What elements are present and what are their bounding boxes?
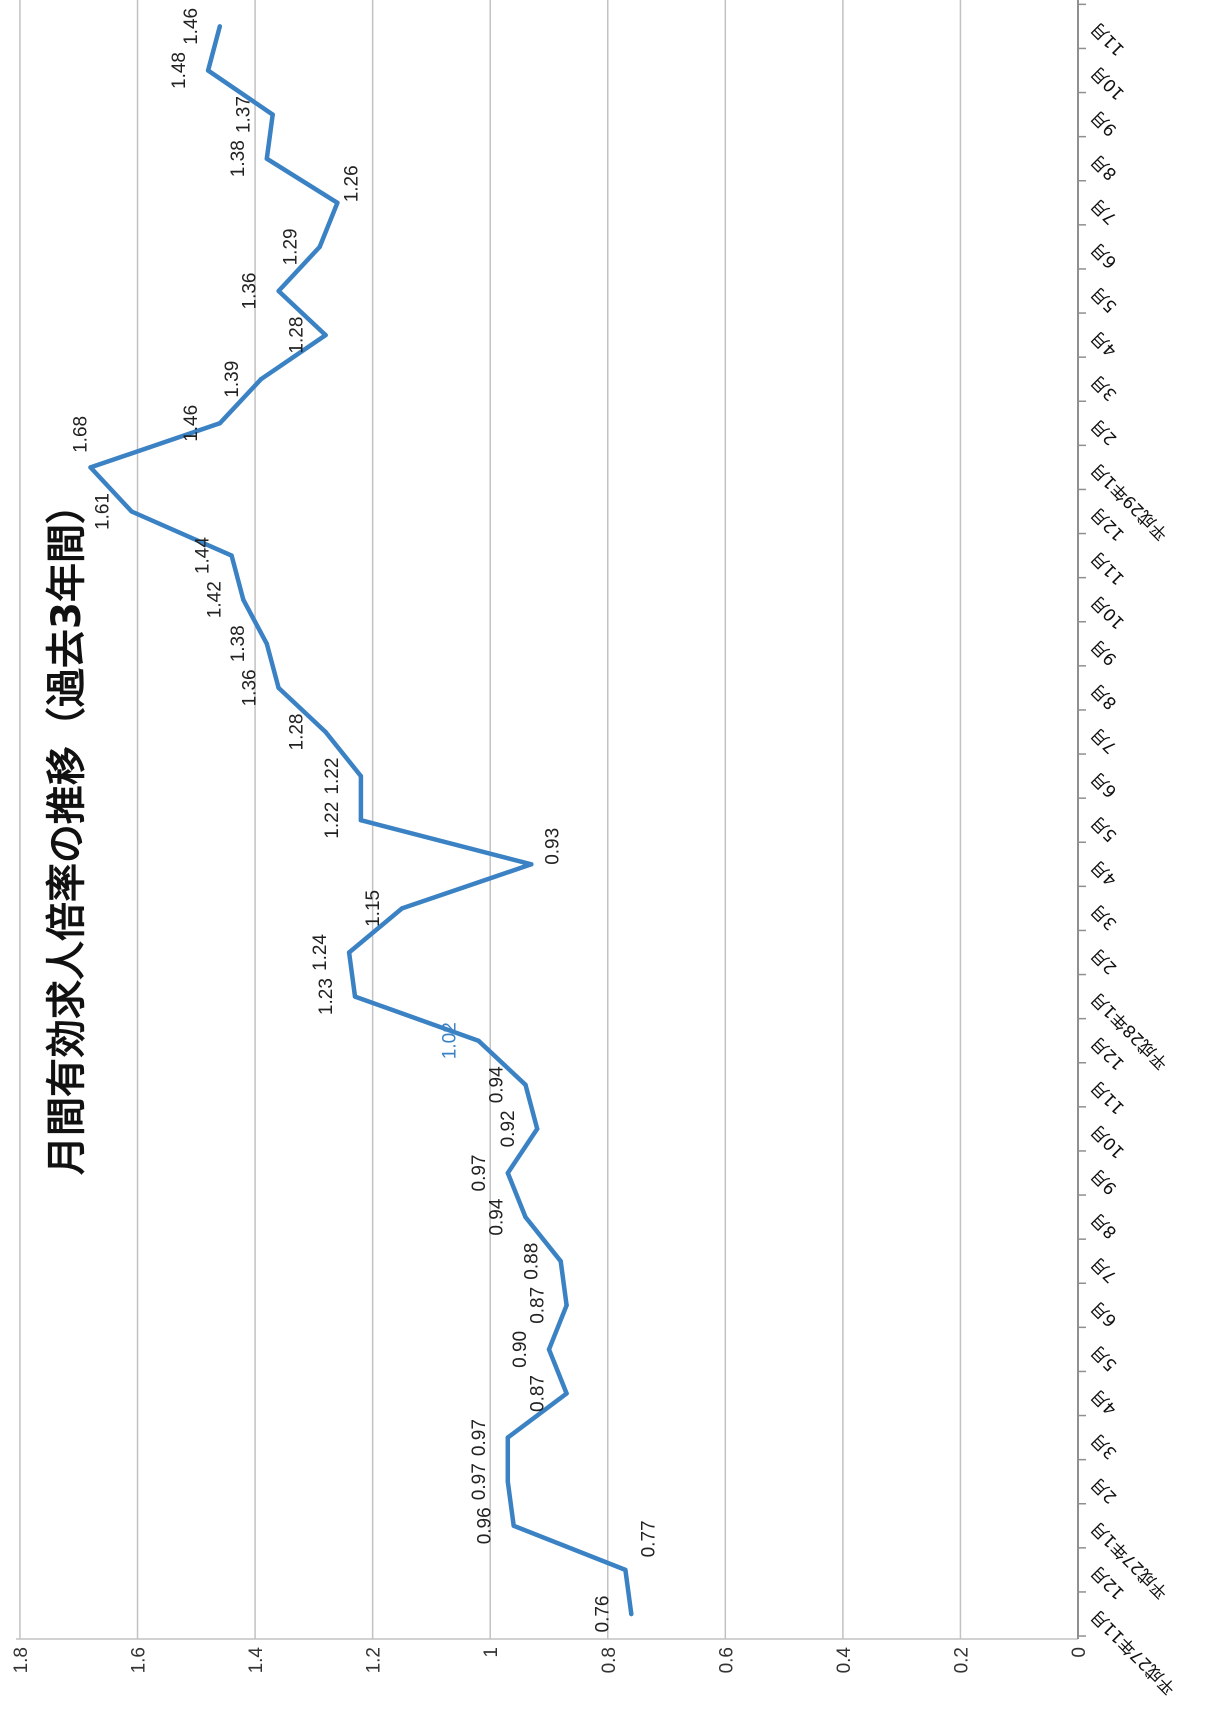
data-point [564,1303,569,1308]
data-label: 1.36 [240,669,261,706]
y-tick-label: 0.6 [716,1647,737,1673]
data-label: 0.97 [469,1419,490,1456]
data-label: 0.92 [498,1110,519,1147]
data-point [535,1126,540,1132]
data-point [476,1038,481,1043]
data-label: 0.96 [475,1507,496,1544]
data-point [241,597,246,602]
data-label: 0.90 [510,1331,531,1368]
data-point [217,24,223,29]
data-point [317,244,322,250]
data-point [558,1259,563,1264]
data-point [505,1170,511,1176]
data-label: 1.42 [204,581,225,618]
data-label: 1.44 [193,537,214,574]
data-point [258,376,264,382]
data-point [358,773,364,779]
data-point [129,509,134,514]
data-label: 0.77 [638,1520,659,1557]
data-label: 0.87 [528,1375,549,1412]
data-point [511,1523,516,1528]
data-label: 1.37 [234,96,255,133]
data-label: 1.46 [181,8,202,45]
data-point [358,818,364,823]
data-label: 1.24 [310,934,331,971]
data-point [88,465,93,470]
data-label: 0.94 [486,1066,507,1103]
data-point [346,950,352,955]
data-label: 1.29 [281,228,302,265]
data-point [505,1435,511,1440]
y-tick-label: 0.4 [834,1647,855,1674]
data-label: 1.61 [93,493,114,530]
series-group [88,24,634,1617]
data-label: 1.23 [316,978,337,1015]
data-label: 0.93 [542,828,563,865]
data-label: 1.46 [181,405,202,442]
data-label: 1.48 [169,52,190,89]
data-point [529,862,534,867]
data-label: 0.97 [469,1463,490,1500]
data-point [564,1391,569,1396]
data-point [229,553,234,558]
data-point [264,156,270,161]
data-labels: 0.76 0.77 0.96 0.97 0.97 0.87 0.90 0.87 0.88 0.94… [70,8,659,1633]
y-tick-label: 0.2 [951,1647,972,1673]
chart-title: 月間有効求人倍率の推移（過去3年間） [44,485,90,1175]
data-label: 1.68 [70,416,91,453]
y-tick-label: 0 [1069,1647,1090,1658]
data-point [205,68,211,73]
data-label: 1.38 [228,625,249,662]
y-tick-label: 1.2 [364,1647,385,1673]
data-label: 1.02 [439,1022,460,1059]
y-tick-label: 1.4 [246,1647,267,1674]
data-label: 1.22 [322,758,343,795]
data-label: 0.97 [469,1155,490,1192]
data-point [399,906,405,911]
data-label: 1.28 [287,317,308,354]
y-tick-label: 1.8 [11,1647,32,1673]
data-label: 1.39 [222,361,243,398]
data-point [629,1611,634,1617]
data-label: 1.38 [228,140,249,177]
data-point [276,685,281,691]
data-label: 1.36 [240,273,261,310]
y-tick-label: 0.8 [599,1647,620,1673]
data-point [523,1082,528,1087]
data-label: 0.76 [592,1596,613,1633]
data-label: 0.87 [528,1287,549,1324]
data-point [352,994,358,999]
y-tick-label: 1 [481,1647,502,1658]
value-axis-labels: 0 0.2 0.4 0.6 0.8 1 1.2 1.4 1.6 1.8 [11,1647,1090,1674]
gridlines [15,0,1078,1640]
data-label: 0.88 [522,1243,543,1280]
data-point [523,1214,528,1220]
data-point [323,729,328,735]
data-label: 1.28 [287,714,308,751]
data-point [270,112,275,117]
data-point [335,200,340,205]
data-point [217,421,223,426]
data-point [623,1567,628,1573]
data-label: 1.15 [363,890,384,927]
y-tick-label: 1.6 [129,1647,150,1673]
data-label: 1.26 [341,165,362,202]
data-point [276,288,281,294]
data-point [264,641,270,646]
data-point [546,1347,552,1352]
data-point [505,1479,511,1484]
data-label: 1.22 [322,802,343,839]
data-label: 0.94 [486,1198,507,1235]
data-point [323,332,328,338]
